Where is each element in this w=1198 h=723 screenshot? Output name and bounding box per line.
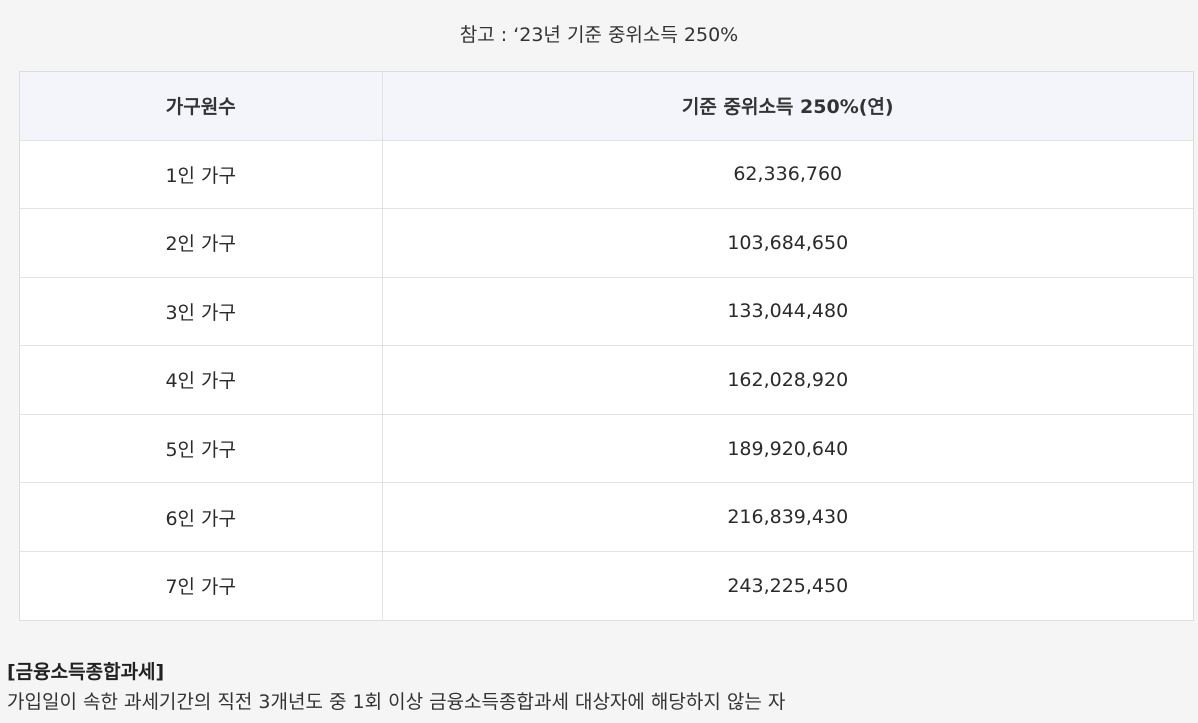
household-size-cell: 4인 가구 (20, 345, 383, 415)
income-value-cell: 133,044,480 (382, 277, 1193, 347)
income-value-cell: 62,336,760 (382, 140, 1193, 210)
income-value-cell: 189,920,640 (382, 414, 1193, 484)
table-row: 6인 가구 216,839,430 (20, 482, 1193, 552)
income-table: 가구원수 기준 중위소득 250%(연) 1인 가구 62,336,760 2인… (20, 72, 1193, 620)
household-size-cell: 5인 가구 (20, 414, 383, 484)
household-size-cell: 1인 가구 (20, 140, 383, 210)
table-row: 4인 가구 162,028,920 (20, 345, 1193, 415)
header-household-size: 가구원수 (20, 72, 383, 141)
table-row: 3인 가구 133,044,480 (20, 277, 1193, 347)
section-description: 가입일이 속한 과세기간의 직전 3개년도 중 1회 이상 금융소득종합과세 대… (7, 691, 786, 713)
table-caption: 참고 : ‘23년 기준 중위소득 250% (459, 24, 739, 46)
income-value-cell: 243,225,450 (727, 574, 849, 597)
income-table-container: 가구원수 기준 중위소득 250%(연) 1인 가구 62,336,760 2인… (19, 71, 1194, 621)
household-size-cell: 6인 가구 (20, 482, 383, 552)
table-row: 1인 가구 62,336,760 (20, 140, 1193, 210)
section-title: [금융소득종합과세] (7, 661, 165, 683)
income-value-cell: 162,028,920 (382, 345, 1193, 415)
header-median-income: 기준 중위소득 250%(연) (382, 72, 1193, 141)
income-value-cell: 103,684,650 (382, 208, 1193, 278)
household-size-cell: 2인 가구 (20, 208, 383, 278)
table-row: 5인 가구 189,920,640 (20, 414, 1193, 484)
table-header-row: 가구원수 기준 중위소득 250%(연) (20, 72, 1193, 141)
household-size-cell: 3인 가구 (20, 277, 383, 347)
income-value-cell: 216,839,430 (382, 482, 1193, 552)
household-size-cell: 7인 가구 (20, 551, 383, 620)
table-row: 2인 가구 103,684,650 (20, 208, 1193, 278)
table-row: 7인 가구 243,225,450 (20, 551, 1193, 620)
